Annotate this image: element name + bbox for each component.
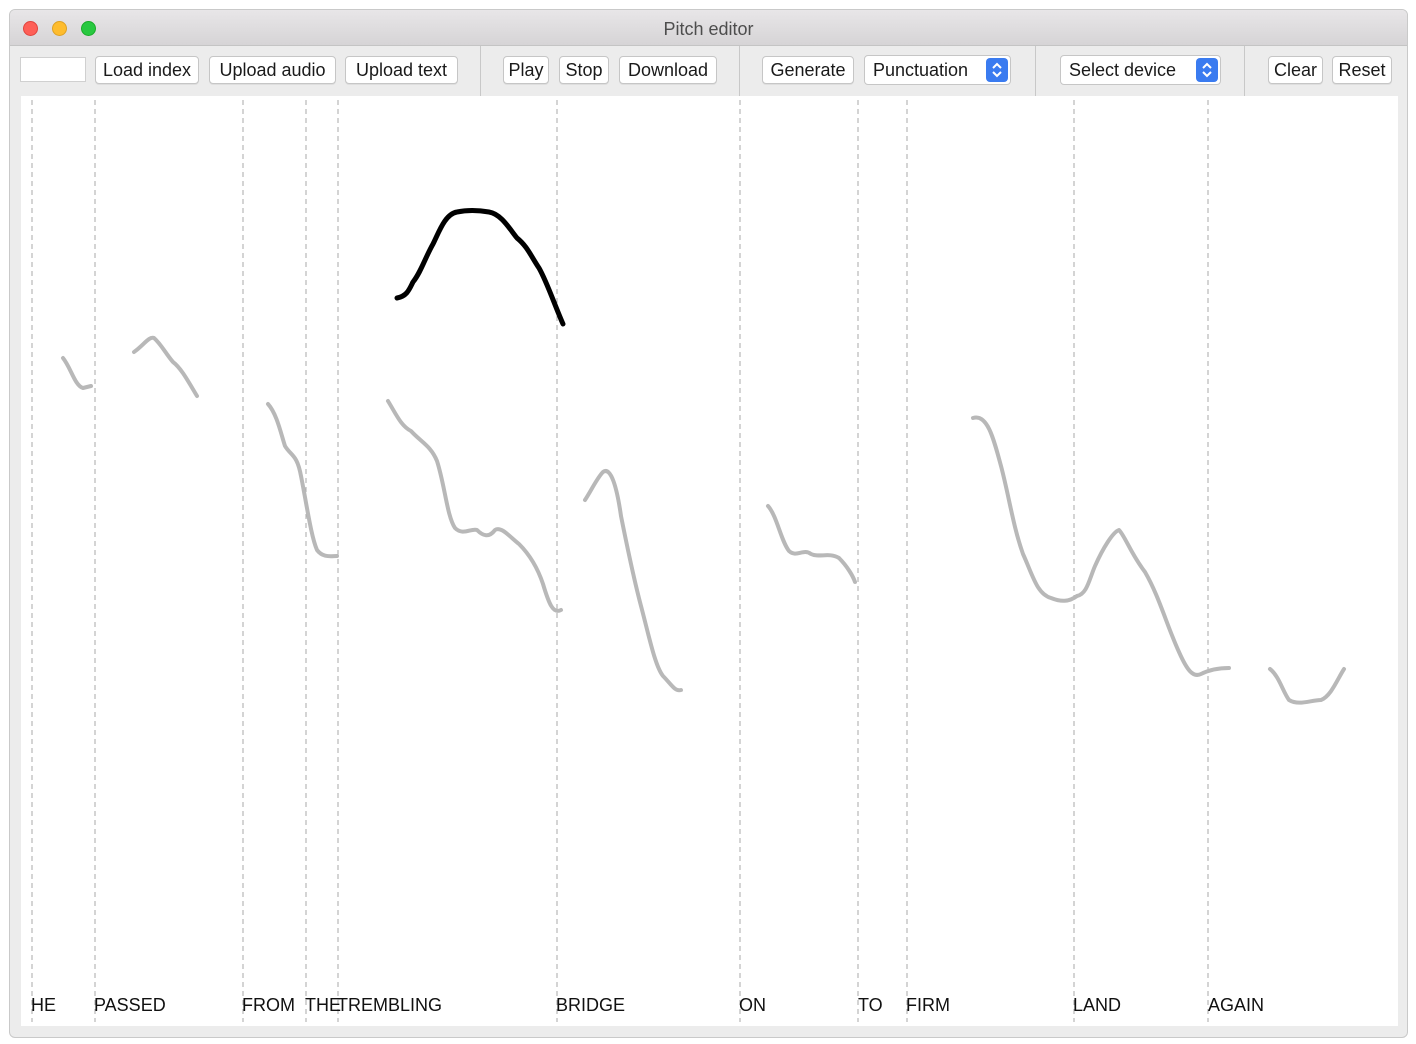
toolbar-divider [480,46,481,96]
word-label: BRIDGE [556,995,626,1015]
pitch-contour [386,399,563,613]
word-label: FIRM [906,995,950,1015]
generate-button[interactable]: Generate [762,56,854,84]
drawn-pitch-curve [394,208,566,327]
clear-button[interactable]: Clear [1268,56,1323,84]
word-label: LAND [1073,995,1122,1015]
toolbar-divider [1244,46,1245,96]
chevron-up-down-icon [986,58,1008,82]
word-label: THE [305,995,341,1015]
pitch-contour [61,356,93,390]
stop-button[interactable]: Stop [559,56,609,84]
pitch-contour [971,415,1231,677]
minimize-window-button[interactable] [52,21,67,36]
close-window-button[interactable] [23,21,38,36]
maximize-window-button[interactable] [81,21,96,36]
toolbar-divider [1035,46,1036,96]
pitch-contour [132,335,199,398]
pitch-plot [31,100,1346,1022]
pitch-canvas[interactable]: HE PASSED FROM THE TREMBLING BRIDGE ON T… [21,96,1398,1026]
pitch-contour [266,402,339,559]
pitch-contour [583,469,683,693]
punctuation-select-value: Punctuation [873,60,969,80]
pitch-contour [766,504,857,584]
word-label: AGAIN [1208,995,1265,1015]
toolbar-divider [739,46,740,96]
word-label: ON [739,995,766,1015]
download-button[interactable]: Download [619,56,717,84]
play-button[interactable]: Play [503,56,549,84]
index-input[interactable] [20,57,86,82]
word-label: FROM [242,995,295,1015]
toolbar: Load index Upload audio Upload text Play… [10,46,1407,96]
pitch-contour [1268,667,1346,705]
word-label: HE [31,995,57,1015]
chevron-up-down-icon [1196,58,1218,82]
device-select-value: Select device [1069,60,1177,80]
app-window: Pitch editor Load index Upload audio Upl… [9,9,1408,1038]
window-title: Pitch editor [663,19,754,39]
title-bar: Pitch editor [10,10,1407,46]
word-label: PASSED [94,995,166,1015]
word-label: TO [858,995,883,1015]
upload-text-button[interactable]: Upload text [345,56,458,84]
punctuation-select[interactable]: Punctuation [864,55,1011,85]
device-select[interactable]: Select device [1060,55,1221,85]
reset-button[interactable]: Reset [1332,56,1392,84]
load-index-button[interactable]: Load index [95,56,199,84]
word-label: TREMBLING [337,995,443,1015]
upload-audio-button[interactable]: Upload audio [209,56,336,84]
